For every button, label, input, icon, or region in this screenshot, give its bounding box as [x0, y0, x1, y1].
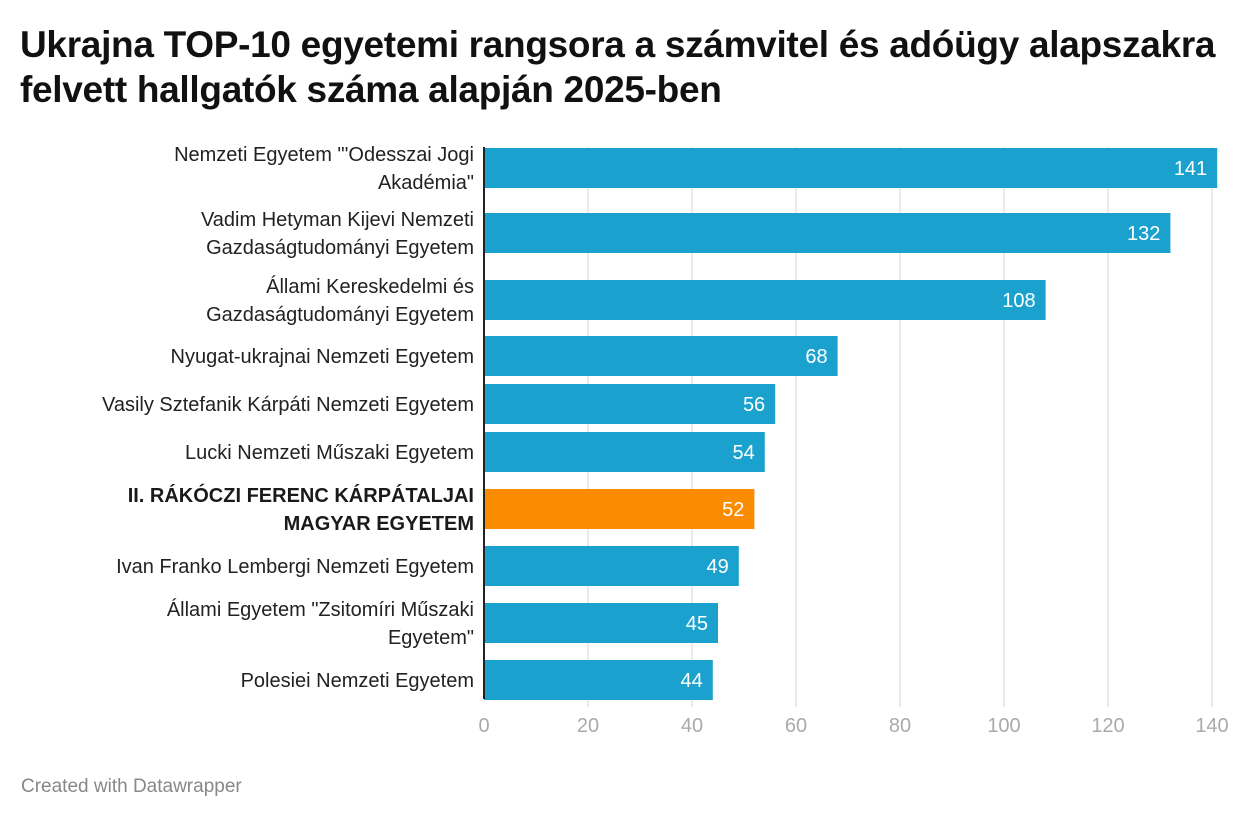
- category-label: Vadim Hetyman Kijevi Nemzeti: [201, 209, 474, 231]
- chart-title: Ukrajna TOP-10 egyetemi rangsora a számv…: [20, 24, 1216, 110]
- x-tick-label: 40: [681, 715, 703, 737]
- category-label: II. RÁKÓCZI FERENC KÁRPÁTALJAI: [128, 483, 474, 507]
- category-label: Állami Kereskedelmi és: [266, 275, 474, 298]
- bar-value-label: 54: [733, 442, 755, 464]
- bar: [484, 546, 739, 586]
- bar: [484, 603, 718, 643]
- bar-value-label: 141: [1174, 158, 1207, 180]
- category-label: Nyugat-ukrajnai Nemzeti Egyetem: [171, 346, 474, 368]
- category-label: Lucki Nemzeti Műszaki Egyetem: [185, 442, 474, 464]
- category-label: Gazdaságtudományi Egyetem: [206, 237, 474, 259]
- category-label: Vasily Sztefanik Kárpáti Nemzeti Egyetem: [102, 394, 474, 416]
- bar-value-label: 45: [686, 613, 708, 635]
- category-label: Állami Egyetem "Zsitomíri Műszaki: [167, 598, 474, 621]
- category-label: Egyetem": [388, 627, 474, 649]
- bar-value-label: 132: [1127, 223, 1160, 245]
- bar: [484, 384, 776, 424]
- bar-value-label: 108: [1002, 290, 1035, 312]
- bar-highlighted: [484, 489, 755, 529]
- bar: [484, 660, 713, 700]
- x-tick-label: 60: [785, 715, 807, 737]
- category-label: Polesiei Nemzeti Egyetem: [241, 670, 474, 692]
- bar-value-label: 49: [707, 556, 729, 578]
- category-label: Akadémia": [378, 172, 474, 194]
- bar-value-label: 56: [743, 394, 765, 416]
- bar: [484, 148, 1218, 188]
- x-tick-label: 120: [1091, 715, 1124, 737]
- x-tick-label: 100: [987, 715, 1020, 737]
- bar-value-label: 52: [722, 499, 744, 521]
- category-label: MAGYAR EGYETEM: [284, 513, 474, 535]
- x-tick-label: 80: [889, 715, 911, 737]
- category-label: Nemzeti Egyetem "'Odesszai Jogi: [174, 144, 474, 166]
- category-label: Gazdaságtudományi Egyetem: [206, 304, 474, 326]
- credit-footer: Created with Datawrapper: [21, 776, 242, 797]
- bar: [484, 432, 765, 472]
- bar-value-label: 68: [805, 346, 827, 368]
- x-tick-label: 20: [577, 715, 599, 737]
- x-tick-label: 140: [1195, 715, 1228, 737]
- bar: [484, 213, 1171, 253]
- bar-value-label: 44: [681, 670, 703, 692]
- x-tick-label: 0: [478, 715, 489, 737]
- bar: [484, 280, 1046, 320]
- category-label: Ivan Franko Lembergi Nemzeti Egyetem: [116, 556, 474, 578]
- bar: [484, 336, 838, 376]
